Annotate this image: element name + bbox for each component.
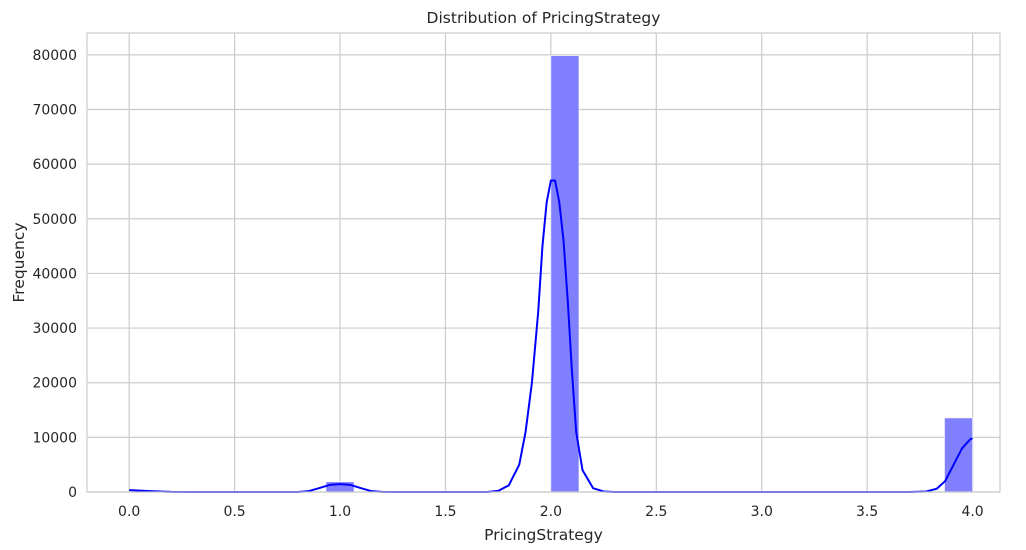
x-tick-label: 4.0 [961, 504, 983, 520]
y-tick-label: 30000 [32, 321, 77, 337]
y-tick-label: 0 [68, 485, 77, 501]
plot-frame [86, 32, 1001, 493]
x-tick-label: 2.5 [645, 504, 667, 520]
y-axis-label: Frequency [10, 222, 28, 302]
x-tick-labels: 0.0 0.5 1.0 1.5 2.0 2.5 3.0 3.5 4.0 [118, 504, 984, 520]
y-tick-label: 60000 [32, 157, 77, 173]
y-tick-label: 80000 [32, 48, 77, 64]
x-axis-label: PricingStrategy [484, 526, 603, 544]
y-tick-label: 50000 [32, 212, 77, 228]
x-tick-label: 3.5 [856, 504, 878, 520]
x-tick-label: 2.0 [540, 504, 562, 520]
x-tick-label: 3.0 [751, 504, 773, 520]
x-tick-label: 0.5 [223, 504, 245, 520]
y-tick-label: 10000 [32, 430, 77, 446]
y-tick-label: 40000 [32, 266, 77, 282]
y-tick-label: 70000 [32, 103, 77, 119]
x-tick-label: 1.0 [329, 504, 351, 520]
chart-title: Distribution of PricingStrategy [427, 9, 661, 27]
x-tick-label: 1.5 [434, 504, 456, 520]
y-tick-label: 20000 [32, 376, 77, 392]
y-tick-labels: 0 10000 20000 30000 40000 50000 60000 70000 8000… [32, 48, 77, 501]
x-tick-label: 0.0 [118, 504, 140, 520]
